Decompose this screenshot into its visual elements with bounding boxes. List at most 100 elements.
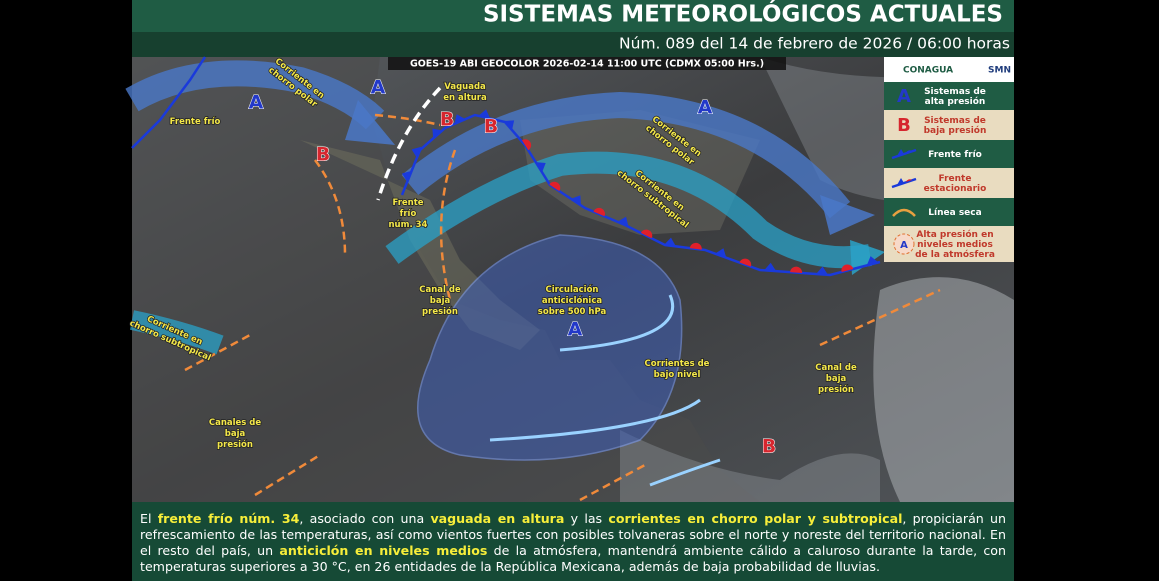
- legend-icon: [897, 149, 904, 156]
- cold-symbol: [617, 216, 629, 227]
- legend-row: [884, 110, 1014, 140]
- legend-symbol: B: [897, 115, 911, 136]
- subheader-bar: [132, 32, 1014, 57]
- map-label-line: Canal de: [419, 285, 461, 295]
- body-text: de la atmósfera, mantendrá ambiente cáli…: [140, 543, 1006, 574]
- highlight-text: frente frío núm. 34: [157, 511, 300, 526]
- map-label-line: baja: [430, 296, 451, 306]
- highlight-text: anticiclón en niveles medios: [279, 543, 488, 558]
- map-label: Circulación anticiclónica sobre 500 hPa: [538, 284, 607, 317]
- map-label-line: presión: [818, 384, 854, 395]
- body-text: , asociado con una: [299, 511, 431, 526]
- body-text: , propiciarán un refrescamiento de las t…: [140, 511, 1006, 558]
- warm-symbol: [640, 229, 653, 239]
- legend-icon: [892, 208, 916, 217]
- pressure-center: A: [568, 319, 583, 341]
- cold-symbol: [504, 120, 515, 131]
- map-label: Canal de baja presión: [419, 285, 461, 317]
- footer-text: El frente frío núm. 34, asociado con una…: [132, 502, 1014, 581]
- legend-label-line: Frente frío: [928, 150, 982, 160]
- map-label-line: en altura: [443, 93, 487, 103]
- legend-label-line: estacionario: [924, 184, 987, 194]
- title: SISTEMAS METEOROLÓGICOS ACTUALES: [483, 0, 1003, 28]
- legend-label-line: niveles medios: [917, 240, 993, 250]
- legend-icon: [893, 233, 915, 255]
- warm-symbol: [739, 258, 752, 267]
- warm-symbol: [841, 264, 854, 272]
- highlight-text: vaguada en altura: [430, 511, 565, 526]
- header-bar: [132, 0, 1014, 32]
- map-label-line: Frente: [392, 198, 423, 208]
- legend-label-line: baja presión: [924, 125, 987, 136]
- legend-label: Frente frío: [928, 150, 982, 160]
- pressure-center: B: [440, 109, 454, 131]
- legend-label: Línea seca: [928, 208, 981, 218]
- map-label-line: anticiclónica: [542, 295, 603, 306]
- map-label-line: baja: [826, 374, 847, 384]
- pressure-center: A: [249, 92, 264, 114]
- map-label: Canal de baja presión: [815, 363, 857, 395]
- satellite-caption: GOES-19 ABI GEOCOLOR 2026-02-14 11:00 UT…: [410, 59, 764, 70]
- pressure-center: B: [762, 436, 776, 458]
- map-label-line: Frente frío: [170, 117, 221, 127]
- legend-label-line: alta presión: [925, 96, 986, 107]
- legend-label-line: Sistemas de: [924, 87, 986, 97]
- map-label-line: sobre 500 hPa: [538, 307, 607, 317]
- map-label: Vaguada en altura: [443, 82, 487, 103]
- legend-label: Frente estacionario: [924, 174, 987, 194]
- map-label: Canales de baja presión: [209, 418, 262, 450]
- subtitle: Núm. 089 del 14 de febrero de 2026 / 06:…: [619, 35, 1010, 53]
- map-label-line: Corrientes de: [645, 359, 710, 369]
- logo-smn: SMN: [988, 66, 1011, 76]
- cold-symbol: [664, 237, 676, 247]
- map-label-line: Canales de: [209, 418, 262, 428]
- pressure-center: B: [316, 144, 330, 166]
- map-label: Corrientes de bajo nivel: [645, 359, 710, 380]
- logo-conagua: CONAGUA: [903, 66, 953, 76]
- legend-symbol: A: [897, 86, 911, 107]
- legend-symbol: A: [900, 240, 908, 251]
- warm-symbol: [593, 207, 605, 217]
- map-label-line: presión: [217, 439, 253, 450]
- cold-symbol: [570, 195, 581, 206]
- legend-icon: [897, 178, 904, 185]
- cold-symbol: [411, 146, 422, 158]
- map-label: Frente frío núm. 34: [389, 198, 428, 230]
- highlight-text: corrientes en chorro polar y subtropical: [608, 511, 903, 526]
- legend-row: [884, 82, 1014, 110]
- legend-icon: [906, 150, 912, 153]
- cold-symbol: [478, 109, 491, 119]
- warm-symbol: [521, 139, 532, 151]
- cold-symbol: [764, 262, 777, 272]
- map-label-line: núm. 34: [389, 220, 428, 230]
- cold-symbol: [535, 162, 546, 173]
- cold-symbol: [401, 170, 412, 183]
- pressure-center: A: [371, 77, 386, 99]
- body-text: y las: [564, 511, 609, 526]
- map-label-line: Circulación: [546, 284, 599, 295]
- cold-symbol: [454, 114, 466, 124]
- legend-icon: [906, 179, 912, 182]
- body-text: El: [140, 511, 158, 526]
- legend-label: Sistemas de alta presión: [924, 87, 986, 107]
- map-label-line: presión: [422, 306, 458, 317]
- warm-symbol: [689, 242, 702, 250]
- map-label-line: bajo nivel: [654, 370, 701, 380]
- legend-label-line: Alta presión en: [916, 229, 993, 240]
- pressure-center: A: [698, 97, 713, 119]
- cold-symbol: [432, 128, 443, 139]
- legend-row: [884, 198, 1014, 226]
- legend-label-line: de la atmósfera: [915, 249, 995, 260]
- map-label: Frente frío: [170, 117, 221, 127]
- cold-symbol: [866, 256, 879, 266]
- legend-label: Alta presión en niveles medios de la atmós…: [915, 229, 995, 260]
- pressure-center: B: [484, 116, 498, 138]
- legend-label-line: Frente: [939, 174, 972, 184]
- warm-symbol: [549, 181, 561, 192]
- legend-label-line: Sistemas de: [924, 116, 986, 126]
- warm-symbol: [790, 266, 803, 274]
- map-label-line: baja: [225, 429, 246, 439]
